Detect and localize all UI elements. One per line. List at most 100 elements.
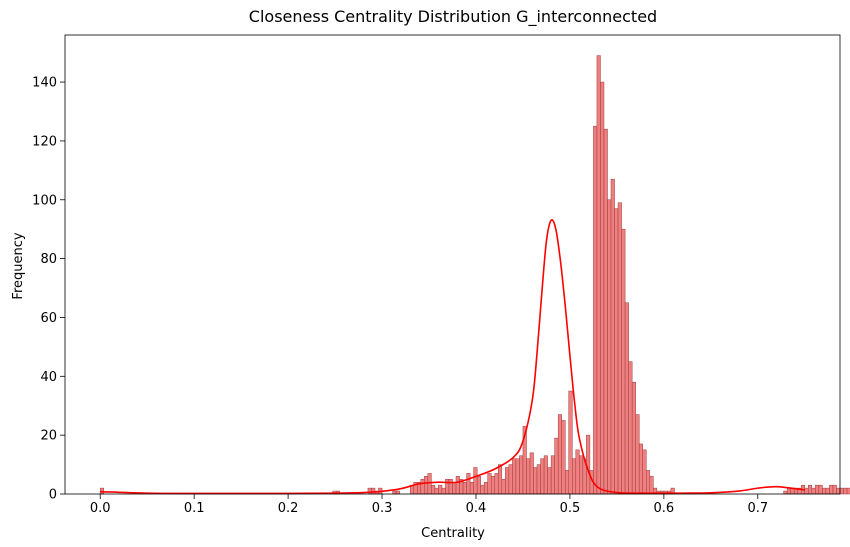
y-tick-label: 60 [40,311,57,326]
histogram-bar [603,128,608,495]
histogram-bar [473,467,478,495]
histogram-bar [561,420,566,495]
y-tick-label: 40 [40,370,57,385]
histogram-bar [367,487,372,495]
histogram-bar [533,467,538,495]
histogram-bar [829,484,834,495]
x-tick-label: 0.6 [654,501,675,516]
histogram-bar [466,473,471,495]
histogram-bar [628,361,633,495]
y-tick-label: 20 [40,429,57,444]
histogram-bar [846,487,850,495]
histogram-bar [557,414,562,495]
histogram-bar [540,458,545,495]
histogram-bar [476,476,481,495]
histogram-bar [526,458,531,495]
histogram-bar [550,455,555,495]
histogram-bar [815,484,820,495]
histogram-bar [508,464,513,495]
histogram-bar [501,479,506,495]
chart-title: Closeness Centrality Distribution G_inte… [249,7,657,27]
histogram-bar [600,81,605,495]
histogram-bar [614,208,619,495]
histogram-bar [804,487,809,495]
histogram-bar [547,467,552,495]
bars-layer [99,55,850,495]
histogram-bar [596,55,601,495]
histogram-bar [572,458,577,495]
y-tick-label: 120 [32,134,57,149]
histogram-bar [832,484,837,495]
x-tick-label: 0.3 [372,501,393,516]
histogram-bar [610,178,615,495]
histogram-bar [519,455,524,495]
histogram-bar [441,487,446,495]
histogram-bar [392,490,397,495]
x-tick-label: 0.4 [466,501,487,516]
y-ticks: 0 20 40 60 80 100 120 140 [32,76,65,503]
histogram-bar [786,487,791,495]
histogram-bar [455,476,460,495]
histogram-bar [607,199,612,495]
histogram-bar [445,479,450,495]
histogram-bar [431,484,436,495]
histogram-bar [469,481,474,495]
histogram-bar [395,490,400,495]
y-tick-label: 0 [49,488,57,503]
x-tick-label: 0.0 [90,501,111,516]
histogram-bar [505,467,510,495]
kde-curve [100,219,805,495]
histogram-bar [494,473,499,495]
histogram-bar [631,381,636,495]
histogram-bar [808,484,813,495]
histogram-bar [575,449,580,495]
histogram-bar [371,487,376,495]
histogram-bar [783,490,788,495]
histogram-bar [420,479,425,495]
histogram-bar [438,484,443,495]
histogram-bar [424,476,429,495]
histogram-bar [839,487,844,495]
y-tick-label: 140 [32,76,57,91]
histogram-bar [483,481,488,495]
histogram-bar [638,443,643,495]
histogram-bar [649,476,654,495]
histogram-bar [536,464,541,495]
histogram-bar [480,484,485,495]
x-axis-label: Centrality [421,526,485,541]
histogram-bar [621,228,626,495]
histogram-bar [646,470,651,495]
x-tick-label: 0.5 [560,501,581,516]
histogram-bar [452,481,457,495]
histogram-bar [825,487,830,495]
histogram-bar [635,414,640,495]
axes-layer [64,34,841,495]
histogram-bar [579,455,584,495]
y-tick-label: 80 [40,252,57,267]
histogram-bar [564,470,570,495]
histogram-bar [822,487,827,495]
histogram-bar [487,473,492,495]
plot-frame [64,34,841,495]
histogram-bar [811,487,816,495]
histogram-bar [512,458,517,495]
x-ticks: 0.0 0.1 0.2 0.3 0.4 0.5 0.6 0.7 [90,494,768,516]
histogram-bar [568,390,573,495]
x-tick-label: 0.7 [747,501,768,516]
histogram-bar [515,458,520,495]
histogram-bar [642,449,647,495]
histogram-bar [624,302,629,495]
histogram-bar [529,452,534,495]
histogram-bar [462,481,467,495]
histogram-bar [498,464,503,495]
y-axis-label: Frequency [11,232,26,299]
histogram-bar [843,487,848,495]
x-tick-label: 0.2 [278,501,299,516]
histogram-bar [836,487,841,495]
histogram-bar [818,484,823,495]
histogram-bar [593,125,598,495]
histogram-bar [617,202,622,495]
histogram-bar [434,487,439,495]
